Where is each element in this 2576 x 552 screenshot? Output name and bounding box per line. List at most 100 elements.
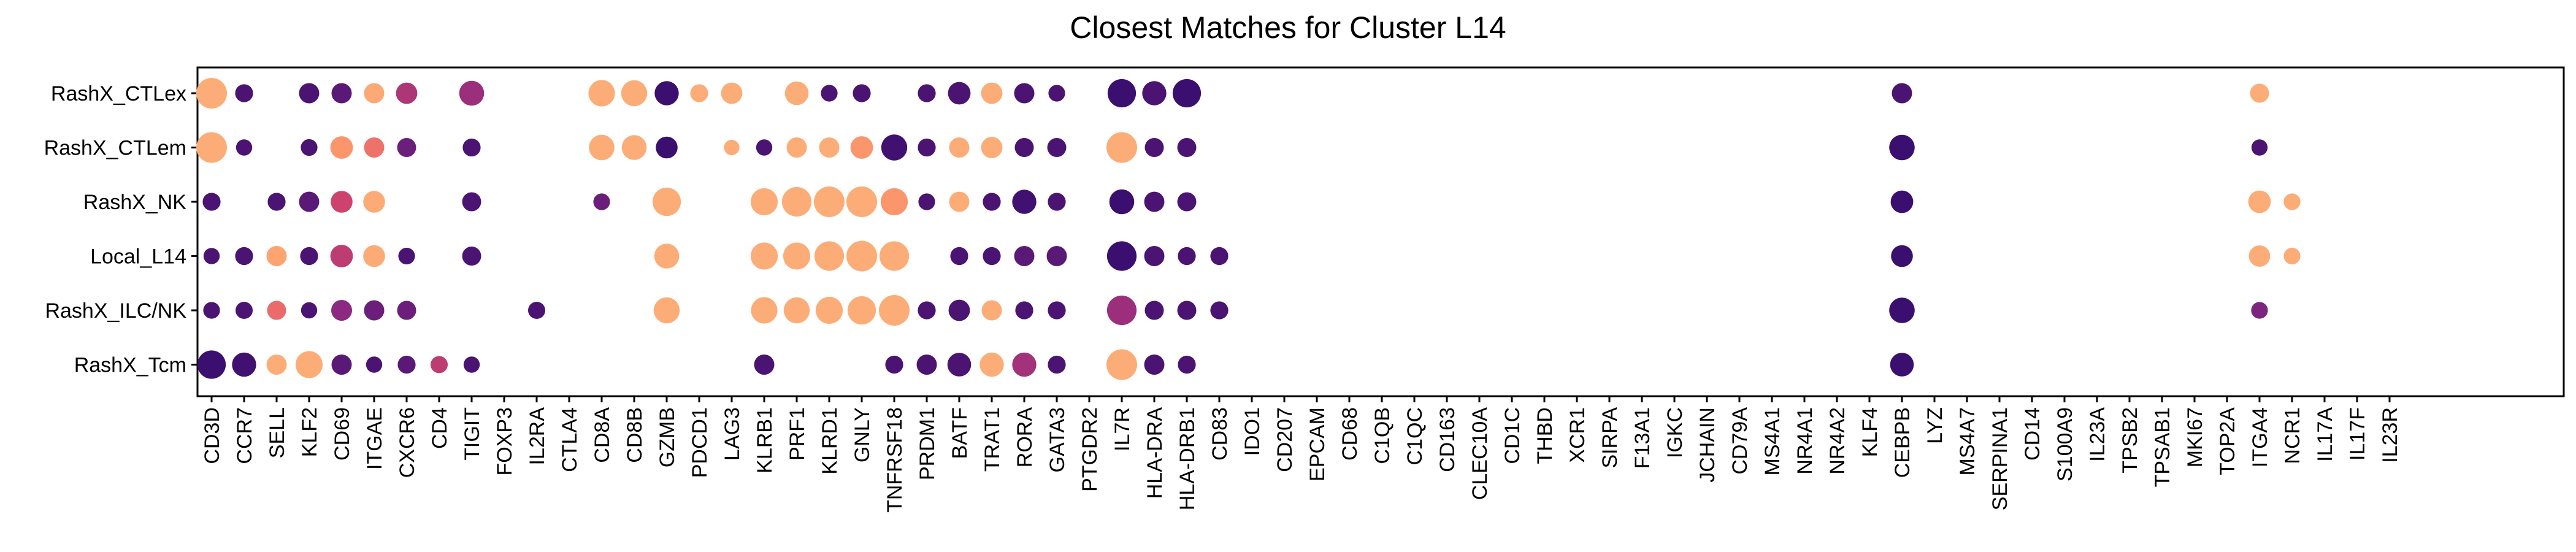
dot-rashx-nk-cebpb xyxy=(1890,190,1914,213)
dot-rashx-ilc-nk-itgae xyxy=(364,300,385,321)
x-tick-label: TRAT1 xyxy=(981,407,1004,472)
x-tick-label: CD69 xyxy=(331,407,354,461)
dot-rashx-tcm-cxcr6 xyxy=(397,355,416,374)
x-tick-label: KLRD1 xyxy=(818,407,841,475)
dot-rashx-ilc-nk-il7r xyxy=(1106,295,1137,326)
dot-local-l14-itgae xyxy=(363,245,385,267)
x-tick-label: NCR1 xyxy=(2281,407,2304,464)
dot-rashx-ilc-nk-cd3d xyxy=(203,302,220,319)
dot-rashx-tcm-batf xyxy=(947,353,972,377)
dot-rashx-nk-sell xyxy=(267,193,286,211)
dot-local-l14-hla-drb1 xyxy=(1178,247,1196,266)
dot-rashx-nk-klrd1 xyxy=(814,186,845,217)
dot-rashx-ctlem-tigit xyxy=(462,138,481,157)
dot-rashx-tcm-hla-dra xyxy=(1144,355,1165,375)
dot-rashx-tcm-rora xyxy=(1012,352,1037,377)
dot-rashx-nk-hla-drb1 xyxy=(1177,192,1197,212)
y-tick-label: RashX_ILC/NK xyxy=(45,299,186,323)
x-tick-label: CCR7 xyxy=(233,407,256,464)
dot-rashx-ctlem-cxcr6 xyxy=(397,138,416,157)
dot-local-l14-cebpb xyxy=(1891,245,1913,267)
dot-rashx-ilc-nk-klrb1 xyxy=(751,297,778,324)
x-tick-label: F13A1 xyxy=(1631,407,1654,469)
dot-rashx-ilc-nk-itga4 xyxy=(2251,302,2268,319)
dot-rashx-tcm-cd4 xyxy=(431,356,448,374)
dot-rashx-ctlex-itgae xyxy=(364,83,385,104)
dot-local-l14-batf xyxy=(950,247,968,266)
x-tick-label: CXCR6 xyxy=(396,407,419,478)
y-tick-label: RashX_Tcm xyxy=(74,354,186,377)
dot-rashx-nk-cd8a xyxy=(593,193,610,210)
x-tick-label: CD3D xyxy=(201,407,224,464)
dot-rashx-tcm-klf2 xyxy=(295,351,323,378)
dot-rashx-ctlem-gnly xyxy=(850,136,873,159)
x-tick-label: TOP2A xyxy=(2216,407,2239,475)
dot-rashx-ctlem-cd69 xyxy=(330,136,353,159)
dot-rashx-tcm-hla-drb1 xyxy=(1178,355,1196,374)
x-tick-label: CD8B xyxy=(623,407,646,463)
dot-rashx-tcm-prdm1 xyxy=(916,355,937,375)
x-tick-label: CLEC10A xyxy=(1468,407,1492,500)
dot-rashx-ctlem-gzmb xyxy=(656,136,678,159)
dot-rashx-ctlem-itgae xyxy=(364,137,385,158)
x-tick-label: CD163 xyxy=(1436,407,1459,472)
x-axis: CD3D CCR7 SELL KLF2 CD69 ITGAE CXCR6 CD4 TIGIT FO… xyxy=(201,396,2402,513)
dot-rashx-ctlex-cxcr6 xyxy=(396,82,418,104)
dot-rashx-ilc-nk-hla-drb1 xyxy=(1177,301,1197,320)
x-tick-label: IGKC xyxy=(1663,407,1687,458)
dot-local-l14-klrb1 xyxy=(750,242,778,270)
dot-rashx-ctlex-il7r xyxy=(1107,79,1137,108)
dot-rashx-ctlem-itga4 xyxy=(2251,139,2268,156)
dot-rashx-ctlem-batf xyxy=(949,137,970,158)
dot-local-l14-klrd1 xyxy=(814,241,845,271)
dot-rashx-nk-gata3 xyxy=(1048,193,1066,211)
dot-rashx-tcm-gata3 xyxy=(1048,355,1066,374)
dot-rashx-ctlem-cd3d xyxy=(196,132,227,163)
dot-rashx-ctlex-lag3 xyxy=(721,82,743,104)
dot-rashx-ctlem-ccr7 xyxy=(236,139,253,156)
dot-rashx-ctlem-cd8a xyxy=(589,134,615,161)
dot-rashx-ctlex-hla-dra xyxy=(1142,81,1167,105)
x-tick-label: CD68 xyxy=(1338,407,1362,461)
dot-rashx-ilc-nk-prf1 xyxy=(783,297,810,324)
x-tick-label: C1QB xyxy=(1371,407,1394,464)
x-tick-label: CD14 xyxy=(2021,407,2044,461)
dot-rashx-ctlex-rora xyxy=(1014,83,1035,104)
dot-rashx-nk-hla-dra xyxy=(1144,191,1165,212)
dot-rashx-tcm-tigit xyxy=(463,356,480,373)
dot-rashx-ctlem-klrd1 xyxy=(819,137,840,158)
dot-rashx-ctlem-rora xyxy=(1014,138,1034,157)
dot-rashx-tcm-cd69 xyxy=(331,355,352,375)
dot-rashx-nk-tnfrsf18 xyxy=(880,188,908,216)
dot-rashx-ctlem-klf2 xyxy=(301,139,318,156)
x-tick-label: CEBPB xyxy=(1891,407,1914,478)
x-tick-label: SELL xyxy=(266,407,289,458)
dot-rashx-tcm-klrb1 xyxy=(754,355,775,375)
dot-rashx-nk-rora xyxy=(1012,190,1037,214)
dot-rashx-tcm-trat1 xyxy=(979,352,1004,377)
x-tick-label: GATA3 xyxy=(1046,407,1069,472)
dot-local-l14-cd3d xyxy=(203,248,220,264)
dot-rashx-ctlem-cebpb xyxy=(1889,134,1915,161)
dot-rashx-ctlex-batf xyxy=(948,82,971,105)
dot-local-l14-gnly xyxy=(846,240,877,272)
dot-rashx-ctlex-gnly xyxy=(853,84,871,102)
dot-local-l14-gata3 xyxy=(1046,246,1067,266)
dot-rashx-tcm-itgae xyxy=(366,356,383,373)
x-tick-label: TNFRSF18 xyxy=(883,407,907,513)
x-tick-label: MS4A7 xyxy=(1956,407,1979,476)
dot-rashx-ctlem-hla-drb1 xyxy=(1177,138,1197,157)
y-axis: RashX_CTLex RashX_CTLem RashX_NK Local_L14 R… xyxy=(44,82,197,377)
dot-rashx-ctlex-trat1 xyxy=(981,82,1003,104)
x-tick-label: PTGDR2 xyxy=(1078,407,1102,492)
dot-rashx-tcm-sell xyxy=(266,355,287,375)
x-tick-label: KLF4 xyxy=(1858,407,1882,457)
dot-rashx-ctlex-pdcd1 xyxy=(690,84,708,102)
dot-rashx-ctlem-lag3 xyxy=(724,139,740,156)
x-tick-label: IL17F xyxy=(2346,407,2369,461)
y-tick-label: RashX_CTLex xyxy=(51,82,186,105)
dot-rashx-ctlem-il7r xyxy=(1106,132,1137,163)
dot-local-l14-il7r xyxy=(1106,241,1137,271)
dot-rashx-nk-trat1 xyxy=(983,193,1001,211)
dot-rashx-ctlem-trat1 xyxy=(981,137,1003,158)
